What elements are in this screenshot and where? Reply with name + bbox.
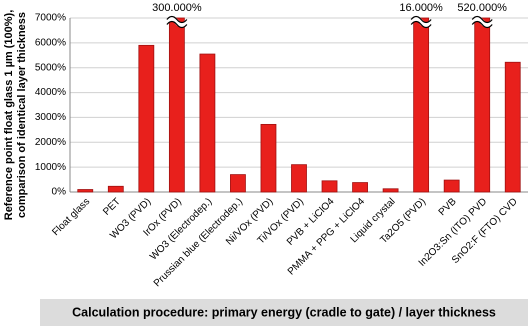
axis-break [164,16,189,28]
value-label: 16.000% [399,2,443,14]
bar [230,174,246,193]
bar [382,188,399,193]
bar [260,123,277,193]
axis-break [410,20,432,29]
footer: Calculation procedure: primary energy (c… [72,305,496,319]
y-tick-label: 2000% [35,137,66,148]
y-tick-label: 6000% [35,37,66,48]
bar [504,61,521,193]
axis-break [470,16,495,28]
axis-break [166,20,188,29]
axis-break [471,15,493,24]
axis-break [410,15,432,24]
axis-break [166,15,188,24]
bar [352,182,368,193]
y-tick-label: 0% [52,187,67,198]
bar [291,164,307,193]
y-axis-label: Reference point float glass 1 µm (100%), [3,10,15,221]
bar [107,185,124,193]
bar [168,17,185,193]
bar [321,180,338,193]
y-tick-label: 1000% [35,162,66,173]
y-axis-label: comparison of identical layer thickness [16,12,28,218]
x-tick-label: PET [101,196,123,218]
x-tick-label: Float glass [50,196,92,238]
y-tick-label: 5000% [35,62,66,73]
axis-break [471,20,493,29]
y-tick-label: 4000% [35,87,66,98]
bar [443,179,460,193]
x-tick-label: PVB [437,196,459,218]
value-label: 520.000% [457,2,507,14]
footer-box [40,299,528,326]
axis-break [409,16,434,28]
bar [474,17,491,193]
bar [199,53,216,193]
y-tick-label: 7000% [35,13,66,24]
bar [138,44,155,193]
value-label: 300.000% [152,2,202,14]
bar [77,189,94,193]
bar [413,17,430,193]
y-tick-label: 3000% [35,112,66,123]
